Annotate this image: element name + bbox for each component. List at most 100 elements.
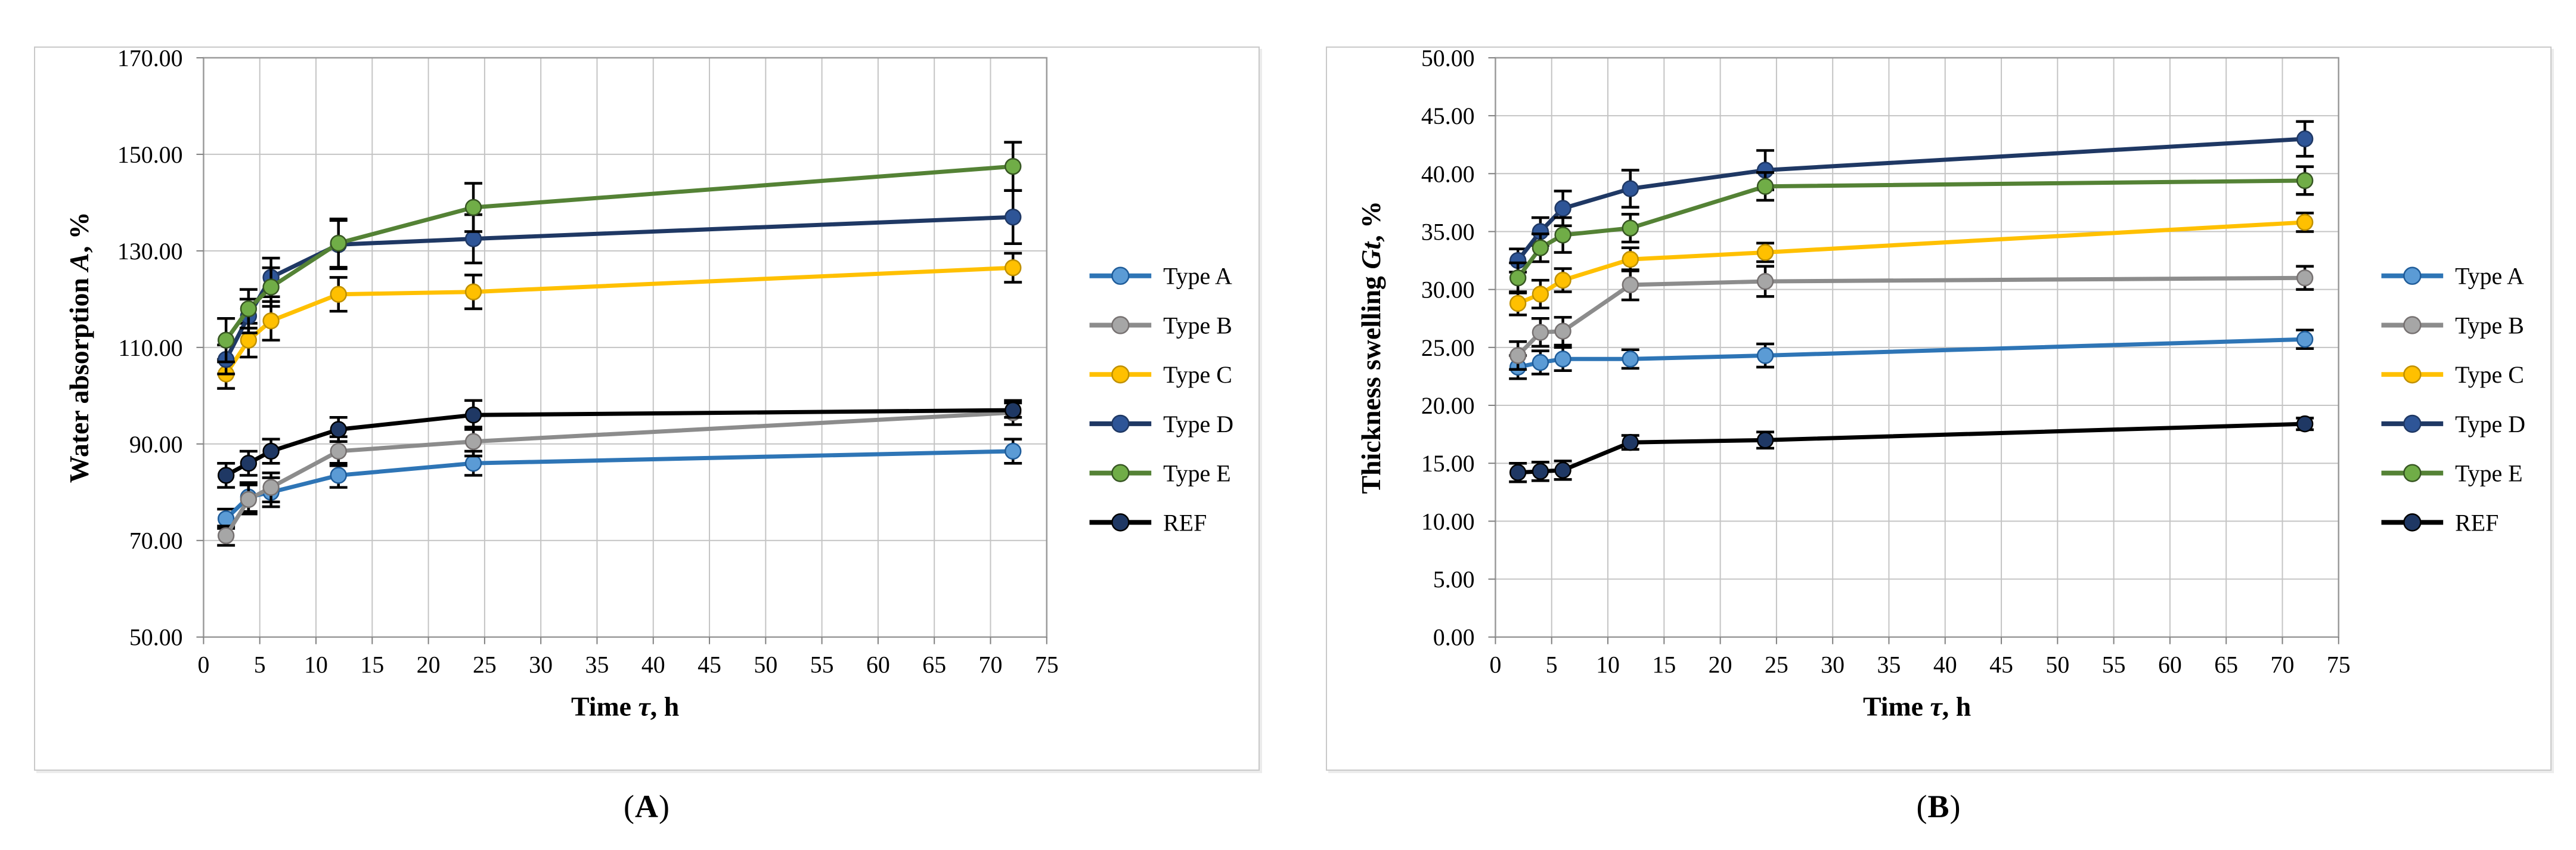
- series-type-e-marker: [330, 234, 347, 252]
- series-type-b-marker: [240, 491, 258, 508]
- svg-text:60: 60: [2158, 652, 2182, 678]
- series-type-e-marker: [1554, 227, 1571, 244]
- svg-text:30.00: 30.00: [1421, 277, 1475, 303]
- series-type-d-marker: [464, 230, 482, 247]
- legend-entry-type-c: Type C: [1089, 361, 1232, 388]
- legend: Type A Type B Type C Type D Type E REF: [2381, 263, 2525, 536]
- svg-text:40: 40: [641, 652, 665, 678]
- panel-b-caption: (B): [1326, 788, 2552, 825]
- series-type-c-marker: [1554, 271, 1571, 289]
- series-ref: [1509, 415, 2314, 483]
- series-type-e-marker: [1005, 157, 1022, 175]
- svg-text:75: 75: [2327, 652, 2351, 678]
- svg-text:25: 25: [1765, 652, 1788, 678]
- svg-text:65: 65: [2214, 652, 2238, 678]
- svg-text:45: 45: [1989, 652, 2013, 678]
- series-type-b-marker: [1554, 322, 1571, 340]
- svg-text:75: 75: [1035, 652, 1059, 678]
- svg-text:Type A: Type A: [1163, 263, 1232, 290]
- series-type-d-marker: [1554, 200, 1571, 217]
- svg-text:Type E: Type E: [2455, 460, 2522, 487]
- svg-text:10.00: 10.00: [1421, 508, 1475, 535]
- svg-text:45: 45: [698, 652, 721, 678]
- series-ref: [217, 399, 1022, 489]
- panel-a: 0 5 10 15 20 25 30 35 40 45 50 55 60 65 70 75 50.00 70.00…: [34, 46, 1260, 771]
- series-type-a-marker: [1532, 353, 1549, 371]
- series-type-e-marker: [2296, 172, 2314, 190]
- x-axis-title: Time τ, h: [1863, 691, 1971, 721]
- series-type-e-marker: [262, 278, 280, 296]
- legend-entry-type-d: Type D: [1089, 411, 1233, 438]
- x-tick-labels: 0 5 10 15 20 25 30 35 40 45 50 55 60 65 70 75: [197, 652, 1058, 678]
- series-ref-marker: [1554, 461, 1571, 479]
- legend-entry-type-c: Type C: [2381, 361, 2524, 388]
- svg-text:35: 35: [1877, 652, 1901, 678]
- series-type-d-marker: [1622, 180, 1639, 197]
- svg-text:70.00: 70.00: [129, 528, 183, 554]
- series-type-d-marker: [2296, 130, 2314, 148]
- series-type-c-marker: [262, 312, 280, 330]
- y-tick-labels: 50.00 70.00 90.00 110.00 130.00 150.00 170.00: [117, 48, 183, 651]
- caption-letter: A: [635, 789, 659, 824]
- svg-text:0: 0: [1489, 652, 1501, 678]
- svg-text:15: 15: [1652, 652, 1676, 678]
- legend-entry-type-e: Type E: [1089, 460, 1231, 487]
- svg-text:45.00: 45.00: [1421, 103, 1475, 129]
- svg-text:Type D: Type D: [2455, 411, 2525, 438]
- x-tick-labels: 0 5 10 15 20 25 30 35 40 45 50 55 60 65 70 75: [1489, 652, 2350, 678]
- svg-text:25: 25: [473, 652, 497, 678]
- series-type-e-marker: [1756, 178, 1774, 195]
- series-type-c-marker: [1005, 259, 1022, 277]
- panel-b: 0 5 10 15 20 25 30 35 40 45 50 55 60 65 70 75 0.00 5.00 10…: [1326, 46, 2552, 771]
- svg-text:20.00: 20.00: [1421, 392, 1475, 419]
- svg-text:Type D: Type D: [1163, 411, 1233, 438]
- series-ref-marker: [1509, 464, 1527, 481]
- series-type-c: [1509, 212, 2314, 317]
- series-ref-marker: [1005, 401, 1022, 419]
- series-type-c-marker: [1622, 250, 1639, 268]
- legend-entry-ref: REF: [2381, 509, 2498, 536]
- series-ref-marker: [217, 467, 235, 484]
- series-type-b-marker: [1532, 324, 1549, 341]
- caption-close-paren: ): [1949, 789, 1961, 824]
- svg-text:110.00: 110.00: [118, 334, 182, 361]
- series-type-c-marker: [2296, 213, 2314, 231]
- series-type-a-marker: [1005, 442, 1022, 460]
- water-absorption-chart: 0 5 10 15 20 25 30 35 40 45 50 55 60 65 70 75 50.00 70.00…: [36, 48, 1258, 770]
- svg-text:30: 30: [529, 652, 553, 678]
- legend-entry-type-b: Type B: [2381, 312, 2524, 339]
- series-type-b-marker: [1622, 276, 1639, 294]
- svg-text:70: 70: [2271, 652, 2295, 678]
- svg-text:Type C: Type C: [1163, 361, 1232, 388]
- svg-text:70: 70: [979, 652, 1003, 678]
- series-type-a: [1509, 328, 2314, 380]
- svg-text:REF: REF: [1163, 509, 1207, 536]
- caption-letter: B: [1927, 789, 1950, 824]
- series-type-c: [217, 252, 1022, 390]
- legend-entry-type-d: Type D: [2381, 411, 2525, 438]
- y-tick-labels: 0.00 5.00 10.00 15.00 20.00 25.00 30.00 35.00 40…: [1421, 48, 1475, 651]
- series-type-a-marker: [1756, 347, 1774, 364]
- series-ref-marker: [1532, 463, 1549, 480]
- series-type-c-marker: [1756, 244, 1774, 261]
- svg-text:50: 50: [754, 652, 777, 678]
- svg-text:40.00: 40.00: [1421, 160, 1475, 187]
- svg-text:55: 55: [810, 652, 834, 678]
- svg-text:Type E: Type E: [1163, 460, 1230, 487]
- svg-text:150.00: 150.00: [117, 141, 183, 168]
- series-type-e-marker: [240, 300, 258, 318]
- svg-text:5.00: 5.00: [1433, 566, 1475, 593]
- series-type-b-marker: [1509, 347, 1527, 364]
- series-type-b-marker: [464, 433, 482, 450]
- svg-text:170.00: 170.00: [117, 48, 183, 72]
- series-type-c-marker: [464, 283, 482, 300]
- series-type-b-marker: [2296, 269, 2314, 287]
- svg-text:50.00: 50.00: [129, 624, 183, 651]
- series-type-a-marker: [464, 454, 482, 472]
- svg-text:10: 10: [1596, 652, 1620, 678]
- svg-text:65: 65: [922, 652, 946, 678]
- series-type-b-marker: [1756, 272, 1774, 290]
- series-ref-marker: [262, 442, 280, 460]
- svg-text:130.00: 130.00: [117, 238, 183, 265]
- legend-entry-type-a: Type A: [2381, 263, 2524, 290]
